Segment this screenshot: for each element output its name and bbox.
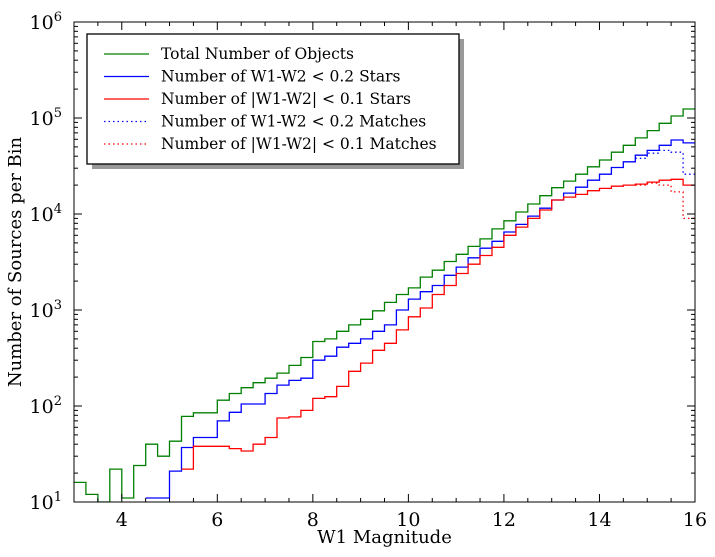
- y-tick-label: 101: [30, 490, 62, 514]
- legend-label-3: Number of |W1-W2| < 0.1 Stars: [161, 90, 411, 108]
- legend-label-1: Total Number of Objects: [161, 45, 354, 63]
- x-tick-label: 4: [116, 509, 128, 531]
- legend-label-2: Number of W1-W2 < 0.2 Stars: [161, 68, 401, 86]
- legend-label-5: Number of |W1-W2| < 0.1 Matches: [161, 135, 437, 153]
- y-axis-label: Number of Sources per Bin: [5, 136, 26, 387]
- ticks-layer: 4 6 8 10 12 14 16 101 102 103 104 105 106: [30, 10, 708, 531]
- x-axis-label: W1 Magnitude: [317, 527, 452, 548]
- y-tick-label: 105: [30, 106, 62, 130]
- x-tick-label: 16: [683, 509, 707, 531]
- y-tick-label: 102: [30, 394, 62, 418]
- series-line-3: [181, 178, 695, 470]
- plot-frame: [73, 21, 696, 503]
- x-tick-label: 10: [396, 509, 420, 531]
- series-layer: [74, 108, 695, 502]
- y-tick-label: 106: [30, 10, 62, 34]
- y-tick-label: 104: [30, 202, 62, 226]
- x-tick-label: 8: [307, 509, 319, 531]
- series-line-2: [145, 139, 695, 499]
- y-tick-label: 103: [30, 298, 62, 322]
- x-tick-label: 14: [587, 509, 611, 531]
- legend-label-4: Number of W1-W2 < 0.2 Matches: [161, 113, 426, 131]
- x-tick-label: 6: [211, 509, 223, 531]
- series-line-1: [74, 108, 695, 502]
- series-line-4: [635, 149, 695, 175]
- legend: Total Number of Objects Number of W1-W2 <…: [86, 33, 464, 169]
- x-tick-label: 12: [492, 509, 516, 531]
